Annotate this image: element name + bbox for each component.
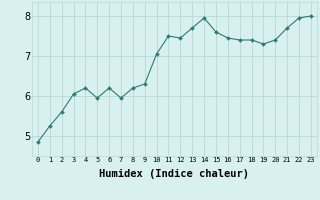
X-axis label: Humidex (Indice chaleur): Humidex (Indice chaleur) — [100, 169, 249, 179]
